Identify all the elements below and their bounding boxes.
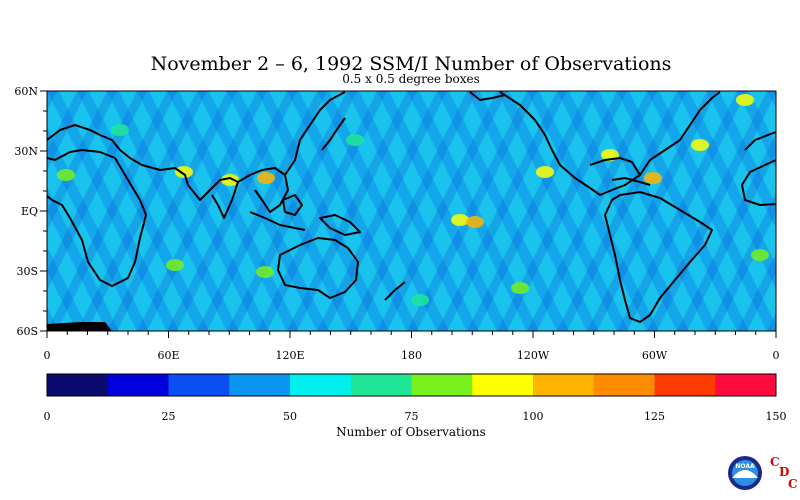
coastline-australia: [277, 237, 359, 299]
coastline-borneo: [282, 194, 303, 216]
colorbar-swatch: [593, 374, 655, 396]
colorbar-swatch: [107, 374, 169, 396]
cdc-letter-2: D: [779, 465, 789, 479]
coastline-southamerica: [604, 191, 713, 323]
coastline-mideast: [129, 157, 211, 201]
coastline-japan: [321, 117, 346, 151]
lat-label: 60S: [16, 325, 38, 338]
colorbar-tick-label: 100: [523, 410, 544, 423]
lat-label: 60N: [14, 85, 38, 98]
coastline-india: [209, 177, 239, 219]
colorbar-tick-label: 25: [162, 410, 176, 423]
noaa-logo-text: NOAA: [735, 463, 755, 470]
cdc-logo: C D C: [770, 455, 798, 491]
lon-label: 120W: [517, 349, 550, 362]
latitude-labels: 60N 30N EQ 30S 60S: [14, 85, 38, 338]
map-axis-ticks: [40, 90, 777, 338]
colorbar-swatch: [411, 374, 473, 396]
cdc-letter-3: C: [788, 477, 798, 491]
coastline-alaska: [469, 91, 506, 101]
colorbar-swatch: [290, 374, 352, 396]
colorbar-tick-label: 150: [766, 410, 787, 423]
lat-label: EQ: [21, 205, 38, 218]
colorbar-tick-label: 75: [405, 410, 419, 423]
lon-label: 0: [44, 349, 51, 362]
colorbar-label: Number of Observations: [336, 425, 486, 439]
coastline-africa: [47, 149, 147, 287]
map-subtitle: 0.5 x 0.5 degree boxes: [342, 72, 480, 86]
lon-label: 0: [773, 349, 780, 362]
coastlines: [47, 91, 776, 323]
coastline-newzealand: [384, 281, 406, 301]
coastline-europe: [47, 124, 131, 159]
coastline-seasia: [237, 167, 289, 213]
antarctic-edge: [47, 322, 112, 331]
coastline-gulf: [589, 157, 641, 176]
colorbar-swatch: [654, 374, 716, 396]
observation-field: [47, 91, 776, 331]
colorbar-ticks: 0 25 50 75 100 125 150: [44, 410, 787, 423]
longitude-labels: 0 60E 120E 180 120W 60W 0: [44, 349, 780, 362]
lat-label: 30S: [16, 265, 38, 278]
colorbar-swatch: [715, 374, 777, 396]
noaa-logo: NOAA: [728, 456, 762, 490]
cdc-letter-1: C: [770, 455, 780, 469]
coastline-newguinea: [319, 214, 361, 236]
high-count-patches: [57, 94, 769, 306]
colorbar-swatch: [229, 374, 291, 396]
coastline-northatlantic: [744, 131, 776, 151]
colorbar: [47, 374, 777, 396]
map-title: November 2 – 6, 1992 SSM/I Number of Obs…: [151, 53, 672, 75]
colorbar-tick-label: 125: [644, 410, 665, 423]
coastline-westafrica-right: [741, 159, 776, 206]
lon-label: 60W: [642, 349, 668, 362]
colorbar-swatch: [350, 374, 412, 396]
coastline-caribbean: [611, 177, 651, 186]
colorbar-frame: [46, 373, 777, 397]
coastline-northamerica: [499, 91, 721, 196]
coastline-eastasia: [284, 91, 346, 176]
lon-label: 60E: [157, 349, 179, 362]
lat-label: 30N: [14, 145, 38, 158]
colorbar-swatch: [168, 374, 230, 396]
colorbar-swatch: [533, 374, 595, 396]
colorbar-swatch: [47, 374, 109, 396]
coastline-indonesia: [249, 211, 306, 231]
lon-label: 180: [401, 349, 422, 362]
colorbar-swatch: [472, 374, 534, 396]
lon-label: 120E: [275, 349, 304, 362]
colorbar-tick-label: 50: [283, 410, 297, 423]
colorbar-tick-label: 0: [44, 410, 51, 423]
